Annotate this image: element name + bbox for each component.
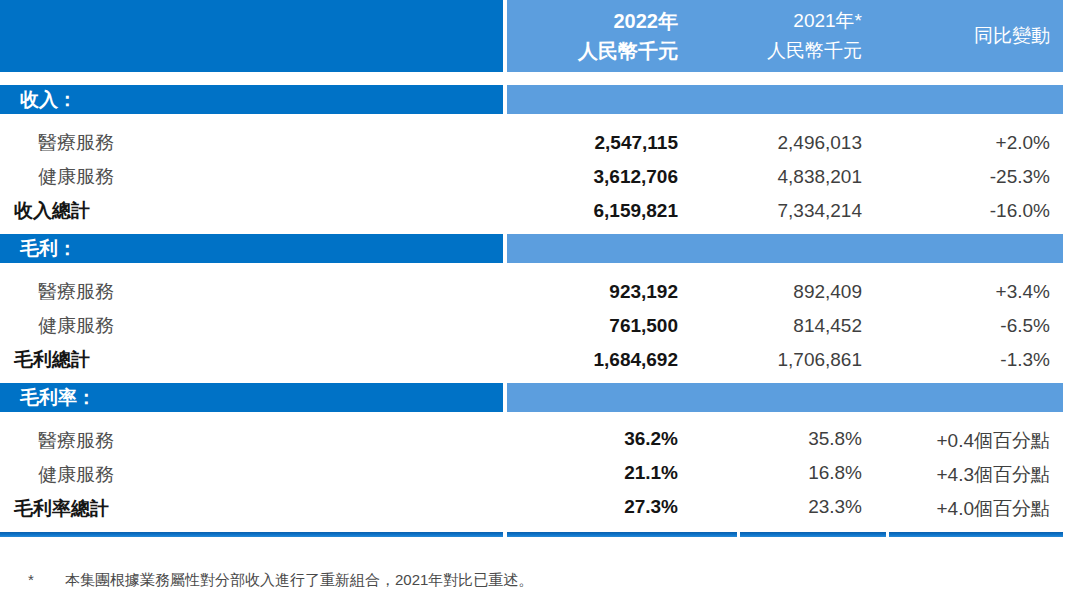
yoy-change: +2.0% [889, 132, 1063, 154]
yoy-change: +4.3個百分點 [889, 462, 1063, 488]
row-label: 健康服務 [0, 313, 503, 339]
value-2021: 814,452 [740, 315, 889, 337]
value-2022: 761,500 [507, 315, 740, 337]
row-label: 醫療服務 [0, 428, 503, 454]
section-title: 毛利： [0, 234, 503, 263]
footnote-asterisk: * [0, 570, 65, 589]
row-label: 健康服務 [0, 462, 503, 488]
table-row-total: 毛利率總計 27.3% 23.3% +4.0個百分點 [0, 492, 1063, 526]
row-label: 毛利率總計 [0, 496, 503, 522]
col-header-2021-year: 2021年* [740, 11, 862, 31]
col-header-2021-unit: 人民幣千元 [740, 41, 862, 61]
col-header-2022-unit: 人民幣千元 [507, 41, 678, 61]
table-row: 健康服務 761,500 814,452 -6.5% [0, 309, 1063, 343]
table-row: 健康服務 3,612,706 4,838,201 -25.3% [0, 160, 1063, 194]
table-bottom-rule [0, 532, 1063, 537]
table-row: 醫療服務 2,547,115 2,496,013 +2.0% [0, 126, 1063, 160]
value-2022: 6,159,821 [507, 200, 740, 222]
col-header-change-label: 同比變動 [889, 26, 1050, 46]
value-2021: 892,409 [740, 281, 889, 303]
value-2021: 1,706,861 [740, 349, 889, 371]
col-header-2022-year: 2022年 [507, 11, 678, 31]
yoy-change: -25.3% [889, 166, 1063, 188]
section-rows-revenue: 醫療服務 2,547,115 2,496,013 +2.0% 健康服務 3,61… [0, 114, 1063, 234]
col-header-2021: 2021年* 人民幣千元 [740, 0, 889, 72]
footnote: * 本集團根據業務屬性對分部收入進行了重新組合，2021年對比已重述。 [0, 570, 1080, 589]
value-2021: 7,334,214 [740, 200, 889, 222]
section-title: 毛利率： [0, 383, 503, 412]
row-label: 收入總計 [0, 198, 503, 224]
value-2021: 4,838,201 [740, 166, 889, 188]
yoy-change: -6.5% [889, 315, 1063, 337]
section-bar-revenue: 收入： [0, 85, 1063, 114]
value-2022: 923,192 [507, 281, 740, 303]
header-right-block: 2022年 人民幣千元 2021年* 人民幣千元 同比變動 [507, 0, 1063, 72]
value-2022: 1,684,692 [507, 349, 740, 371]
table-header: 2022年 人民幣千元 2021年* 人民幣千元 同比變動 [0, 0, 1063, 72]
row-label: 毛利總計 [0, 347, 503, 373]
section-title: 收入： [0, 85, 503, 114]
section-bar-fill [507, 383, 1063, 412]
segment-results-table: 2022年 人民幣千元 2021年* 人民幣千元 同比變動 收入： 醫療服務 [0, 0, 1063, 537]
financial-report-page: 2022年 人民幣千元 2021年* 人民幣千元 同比變動 收入： 醫療服務 [0, 0, 1080, 589]
value-2021: 23.3% [740, 496, 889, 522]
yoy-change: +3.4% [889, 281, 1063, 303]
col-header-change: 同比變動 [889, 0, 1063, 72]
footnote-text: 本集團根據業務屬性對分部收入進行了重新組合，2021年對比已重述。 [65, 570, 1080, 589]
yoy-change: +0.4個百分點 [889, 428, 1063, 454]
header-left-block [0, 0, 503, 72]
section-bar-fill [507, 85, 1063, 114]
value-2022: 21.1% [507, 462, 740, 488]
table-row-total: 毛利總計 1,684,692 1,706,861 -1.3% [0, 343, 1063, 377]
section-rows-gross-profit: 醫療服務 923,192 892,409 +3.4% 健康服務 761,500 … [0, 263, 1063, 383]
value-2022: 27.3% [507, 496, 740, 522]
yoy-change: +4.0個百分點 [889, 496, 1063, 522]
row-label: 醫療服務 [0, 279, 503, 305]
yoy-change: -1.3% [889, 349, 1063, 371]
section-bar-gross-margin: 毛利率： [0, 383, 1063, 412]
value-2022: 36.2% [507, 428, 740, 454]
value-2021: 16.8% [740, 462, 889, 488]
table-row-total: 收入總計 6,159,821 7,334,214 -16.0% [0, 194, 1063, 228]
value-2022: 3,612,706 [507, 166, 740, 188]
row-label: 健康服務 [0, 164, 503, 190]
section-rows-gross-margin: 醫療服務 36.2% 35.8% +0.4個百分點 健康服務 21.1% 16.… [0, 412, 1063, 532]
table-row: 醫療服務 923,192 892,409 +3.4% [0, 275, 1063, 309]
table-row: 醫療服務 36.2% 35.8% +0.4個百分點 [0, 424, 1063, 458]
section-bar-gross-profit: 毛利： [0, 234, 1063, 263]
value-2021: 35.8% [740, 428, 889, 454]
section-bar-fill [507, 234, 1063, 263]
yoy-change: -16.0% [889, 200, 1063, 222]
value-2022: 2,547,115 [507, 132, 740, 154]
row-label: 醫療服務 [0, 130, 503, 156]
table-row: 健康服務 21.1% 16.8% +4.3個百分點 [0, 458, 1063, 492]
value-2021: 2,496,013 [740, 132, 889, 154]
col-header-2022: 2022年 人民幣千元 [507, 0, 740, 72]
